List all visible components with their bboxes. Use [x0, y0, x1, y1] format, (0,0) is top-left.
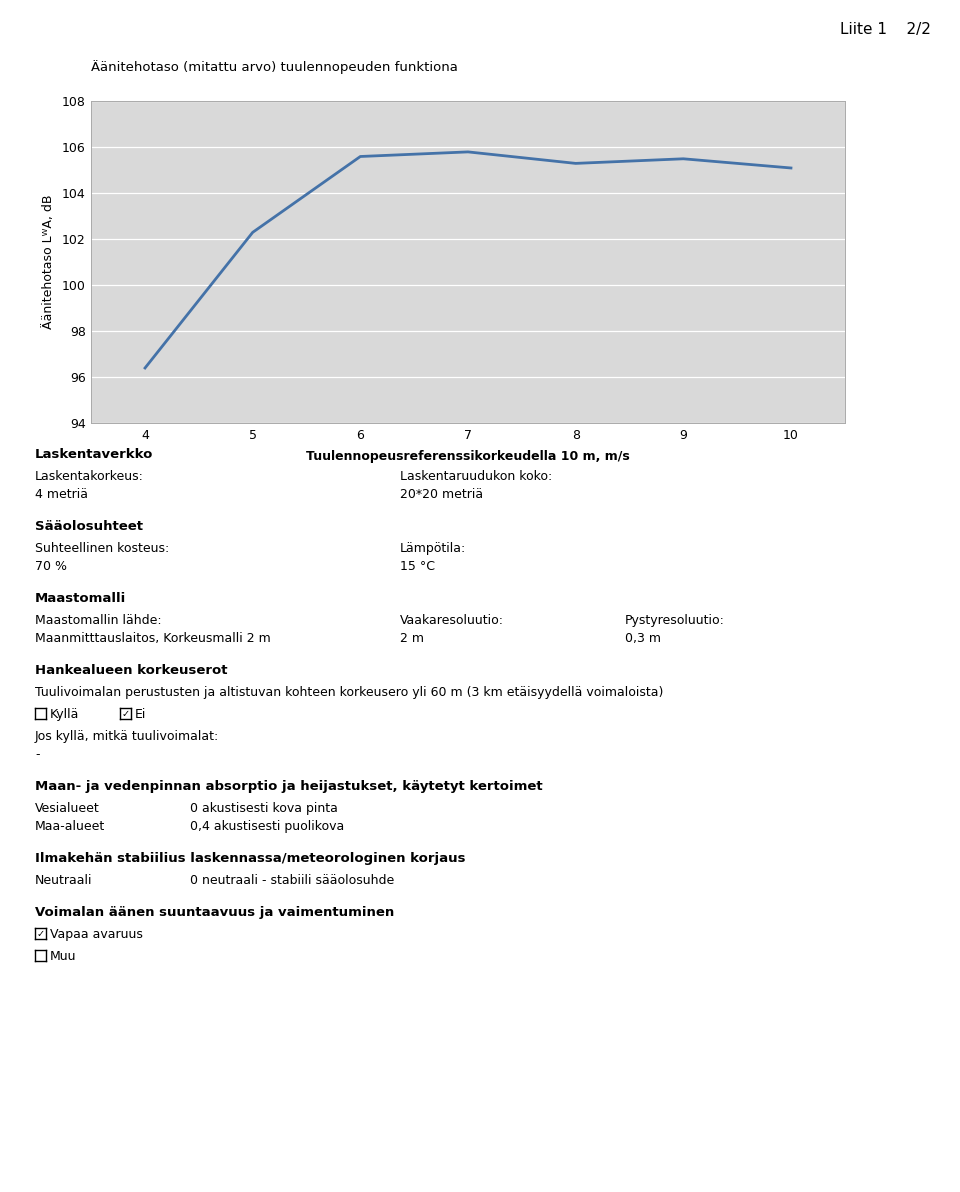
Text: Maanmitttauslaitos, Korkeusmalli 2 m: Maanmitttauslaitos, Korkeusmalli 2 m [35, 632, 271, 645]
Text: Vapaa avaruus: Vapaa avaruus [50, 929, 143, 940]
Text: 2 m: 2 m [400, 632, 424, 645]
Text: Pystyresoluutio:: Pystyresoluutio: [625, 614, 725, 627]
Text: Kyllä: Kyllä [50, 708, 80, 721]
Text: Maastomallin lähde:: Maastomallin lähde: [35, 614, 161, 627]
Text: Ilmakehän stabiilius laskennassa/meteorologinen korjaus: Ilmakehän stabiilius laskennassa/meteoro… [35, 852, 466, 865]
Y-axis label: Äänitehotaso LᵂA, dB: Äänitehotaso LᵂA, dB [42, 195, 55, 329]
Text: Neutraali: Neutraali [35, 874, 92, 887]
Text: Muu: Muu [50, 950, 77, 963]
Text: Maa-alueet: Maa-alueet [35, 820, 106, 833]
Text: Lämpötila:: Lämpötila: [400, 542, 467, 555]
Text: Jos kyllä, mitkä tuulivoimalat:: Jos kyllä, mitkä tuulivoimalat: [35, 730, 219, 743]
Text: Äänitehotaso (mitattu arvo) tuulennopeuden funktiona: Äänitehotaso (mitattu arvo) tuulennopeud… [91, 60, 458, 74]
Text: Sääolosuhteet: Sääolosuhteet [35, 520, 143, 533]
Text: Tuulivoimalan perustusten ja altistuvan kohteen korkeusero yli 60 m (3 km etäisy: Tuulivoimalan perustusten ja altistuvan … [35, 687, 663, 699]
Text: ✓: ✓ [121, 708, 130, 719]
Text: Laskentaverkko: Laskentaverkko [35, 448, 154, 461]
Text: 0 neutraali - stabiili sääolosuhde: 0 neutraali - stabiili sääolosuhde [190, 874, 395, 887]
Text: 0,3 m: 0,3 m [625, 632, 661, 645]
Text: Hankealueen korkeuserot: Hankealueen korkeuserot [35, 664, 228, 677]
Text: 70 %: 70 % [35, 560, 67, 573]
Text: RAMBOLL: RAMBOLL [47, 19, 159, 38]
Text: 0,4 akustisesti puolikova: 0,4 akustisesti puolikova [190, 820, 345, 833]
Text: -: - [35, 749, 39, 760]
Text: Liite 1    2/2: Liite 1 2/2 [840, 23, 931, 37]
Text: Maan- ja vedenpinnan absorptio ja heijastukset, käytetyt kertoimet: Maan- ja vedenpinnan absorptio ja heijas… [35, 780, 542, 793]
Text: Vaakaresoluutio:: Vaakaresoluutio: [400, 614, 504, 627]
Text: Ei: Ei [135, 708, 146, 721]
Text: Laskentakorkeus:: Laskentakorkeus: [35, 470, 144, 483]
Text: Suhteellinen kosteus:: Suhteellinen kosteus: [35, 542, 169, 555]
Text: Laskentaruudukon koko:: Laskentaruudukon koko: [400, 470, 552, 483]
Text: ✓: ✓ [36, 929, 44, 938]
Text: 20*20 metriä: 20*20 metriä [400, 488, 483, 501]
Text: Voimalan äänen suuntaavuus ja vaimentuminen: Voimalan äänen suuntaavuus ja vaimentumi… [35, 906, 395, 919]
Text: 0 akustisesti kova pinta: 0 akustisesti kova pinta [190, 802, 338, 815]
Text: Vesialueet: Vesialueet [35, 802, 100, 815]
X-axis label: Tuulennopeusreferenssikorkeudella 10 m, m/s: Tuulennopeusreferenssikorkeudella 10 m, … [306, 451, 630, 462]
Text: 4 metriä: 4 metriä [35, 488, 88, 501]
Text: Maastomalli: Maastomalli [35, 592, 127, 606]
Text: 15 °C: 15 °C [400, 560, 435, 573]
